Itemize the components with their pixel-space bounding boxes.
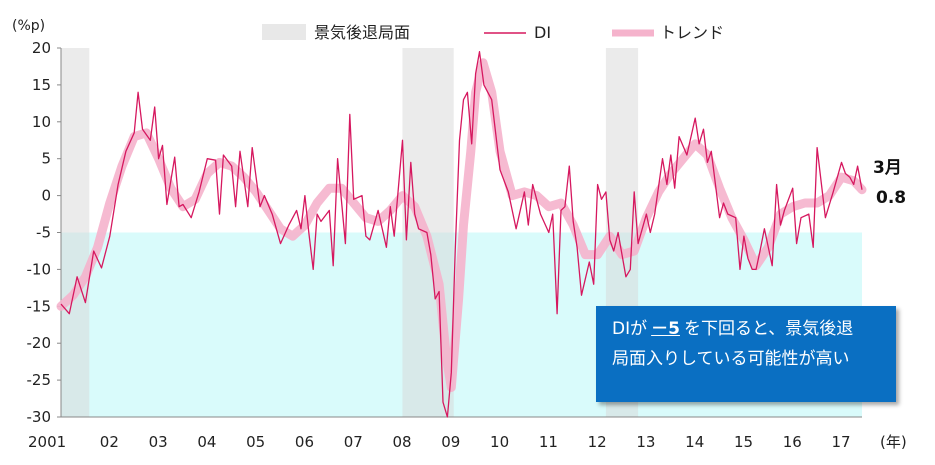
y-tick-label: 10 xyxy=(32,113,51,131)
x-tick-label: 02 xyxy=(100,433,119,451)
callout-threshold-value: －5 xyxy=(651,319,680,339)
di-series-line xyxy=(60,51,863,418)
y-tick-label: 5 xyxy=(41,150,51,168)
legend-label-trend: トレンド xyxy=(660,23,724,42)
y-tick-label: 20 xyxy=(32,39,51,57)
callout-prefix: DIが xyxy=(612,319,648,339)
x-tick-label: 07 xyxy=(344,433,363,451)
x-tick-label: 10 xyxy=(490,433,509,451)
x-tick-label: 13 xyxy=(636,433,655,451)
x-tick-label: 16 xyxy=(783,433,802,451)
x-tick-label: 04 xyxy=(197,433,216,451)
x-tick-label: 14 xyxy=(685,433,704,451)
legend-label-recession: 景気後退局面 xyxy=(314,23,410,42)
callout-line-1: DIが －5 を下回ると、景気後退 xyxy=(612,314,896,344)
y-tick-label: -5 xyxy=(36,224,51,242)
x-tick-label: 05 xyxy=(246,433,265,451)
x-tick-label: 15 xyxy=(734,433,753,451)
last-month-label: 3月 xyxy=(873,158,902,178)
y-tick-label: -10 xyxy=(27,260,52,278)
legend-label-di: DI xyxy=(534,23,551,42)
x-tick-label: 11 xyxy=(539,433,558,451)
legend-swatch-recession xyxy=(262,24,306,40)
y-tick-label: 0 xyxy=(41,187,51,205)
callout-suffix: を下回ると、景気後退 xyxy=(683,319,854,339)
trend-series-line xyxy=(56,58,867,392)
x-axis-label: (年) xyxy=(880,433,907,451)
x-tick-label: 08 xyxy=(392,433,411,451)
y-tick-label: -30 xyxy=(27,408,52,426)
x-tick-label: 12 xyxy=(588,433,607,451)
threshold-callout: DIが －5 を下回ると、景気後退 局面入りしている可能性が高い xyxy=(596,306,896,402)
last-value-label: 0.8 xyxy=(876,188,907,208)
x-tick-label: 06 xyxy=(295,433,314,451)
callout-line-2: 局面入りしている可能性が高い xyxy=(612,349,850,369)
x-tick-label: 17 xyxy=(832,433,851,451)
y-axis-label: (%p) xyxy=(12,18,45,34)
y-tick-label: -25 xyxy=(27,371,52,389)
y-tick-label: 15 xyxy=(32,76,51,94)
recession-band xyxy=(61,48,90,417)
x-tick-label: 2001 xyxy=(28,433,66,451)
y-tick-label: -20 xyxy=(27,334,52,352)
x-tick-label: 03 xyxy=(149,433,168,451)
x-tick-label: 09 xyxy=(441,433,460,451)
y-tick-label: -15 xyxy=(27,297,52,315)
